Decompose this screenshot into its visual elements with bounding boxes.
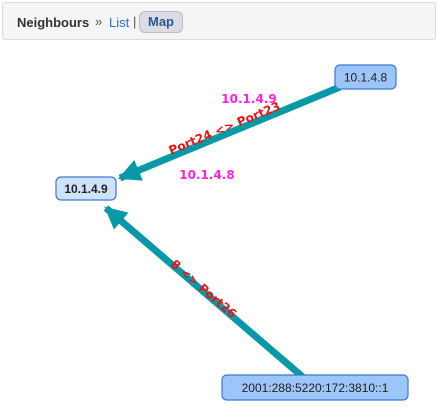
edge-line [117,83,342,182]
edge-n2-n1: Port24 <> Port23 10.1.4.9 10.1.4.8 [117,83,342,182]
breadcrumb-separator: » [95,14,103,29]
map-view-button[interactable]: Map [139,11,183,33]
node-label: 10.1.4.8 [344,71,388,85]
node-10-1-4-8[interactable]: 10.1.4.8 [334,64,397,90]
edge-ip-label-bottom: 10.1.4.8 [179,168,234,182]
node-label: 10.1.4.9 [64,182,108,196]
edge-line [103,205,307,381]
breadcrumb: Neighbours » List | Map [2,2,436,40]
node-box[interactable] [334,64,397,90]
node-2001-288-5220-172-3810-1[interactable]: 2001:288:5220:172:3810::1 [221,374,409,401]
node-box[interactable] [221,374,409,401]
edge-ip-label-top: 10.1.4.9 [221,92,276,106]
edge-n3-n1: 8 <> Port26 [103,205,307,381]
edge-port-label: 8 <> Port26 [168,257,239,321]
breadcrumb-divider: | [133,14,137,29]
node-label: 2001:288:5220:172:3810::1 [242,381,389,395]
node-10-1-4-9[interactable]: 10.1.4.9 [55,176,117,201]
edge-port-label: Port24 <> Port23 [167,99,283,158]
list-view-link[interactable]: List [109,15,130,30]
node-box[interactable] [55,176,117,201]
page-title: Neighbours [17,15,90,30]
